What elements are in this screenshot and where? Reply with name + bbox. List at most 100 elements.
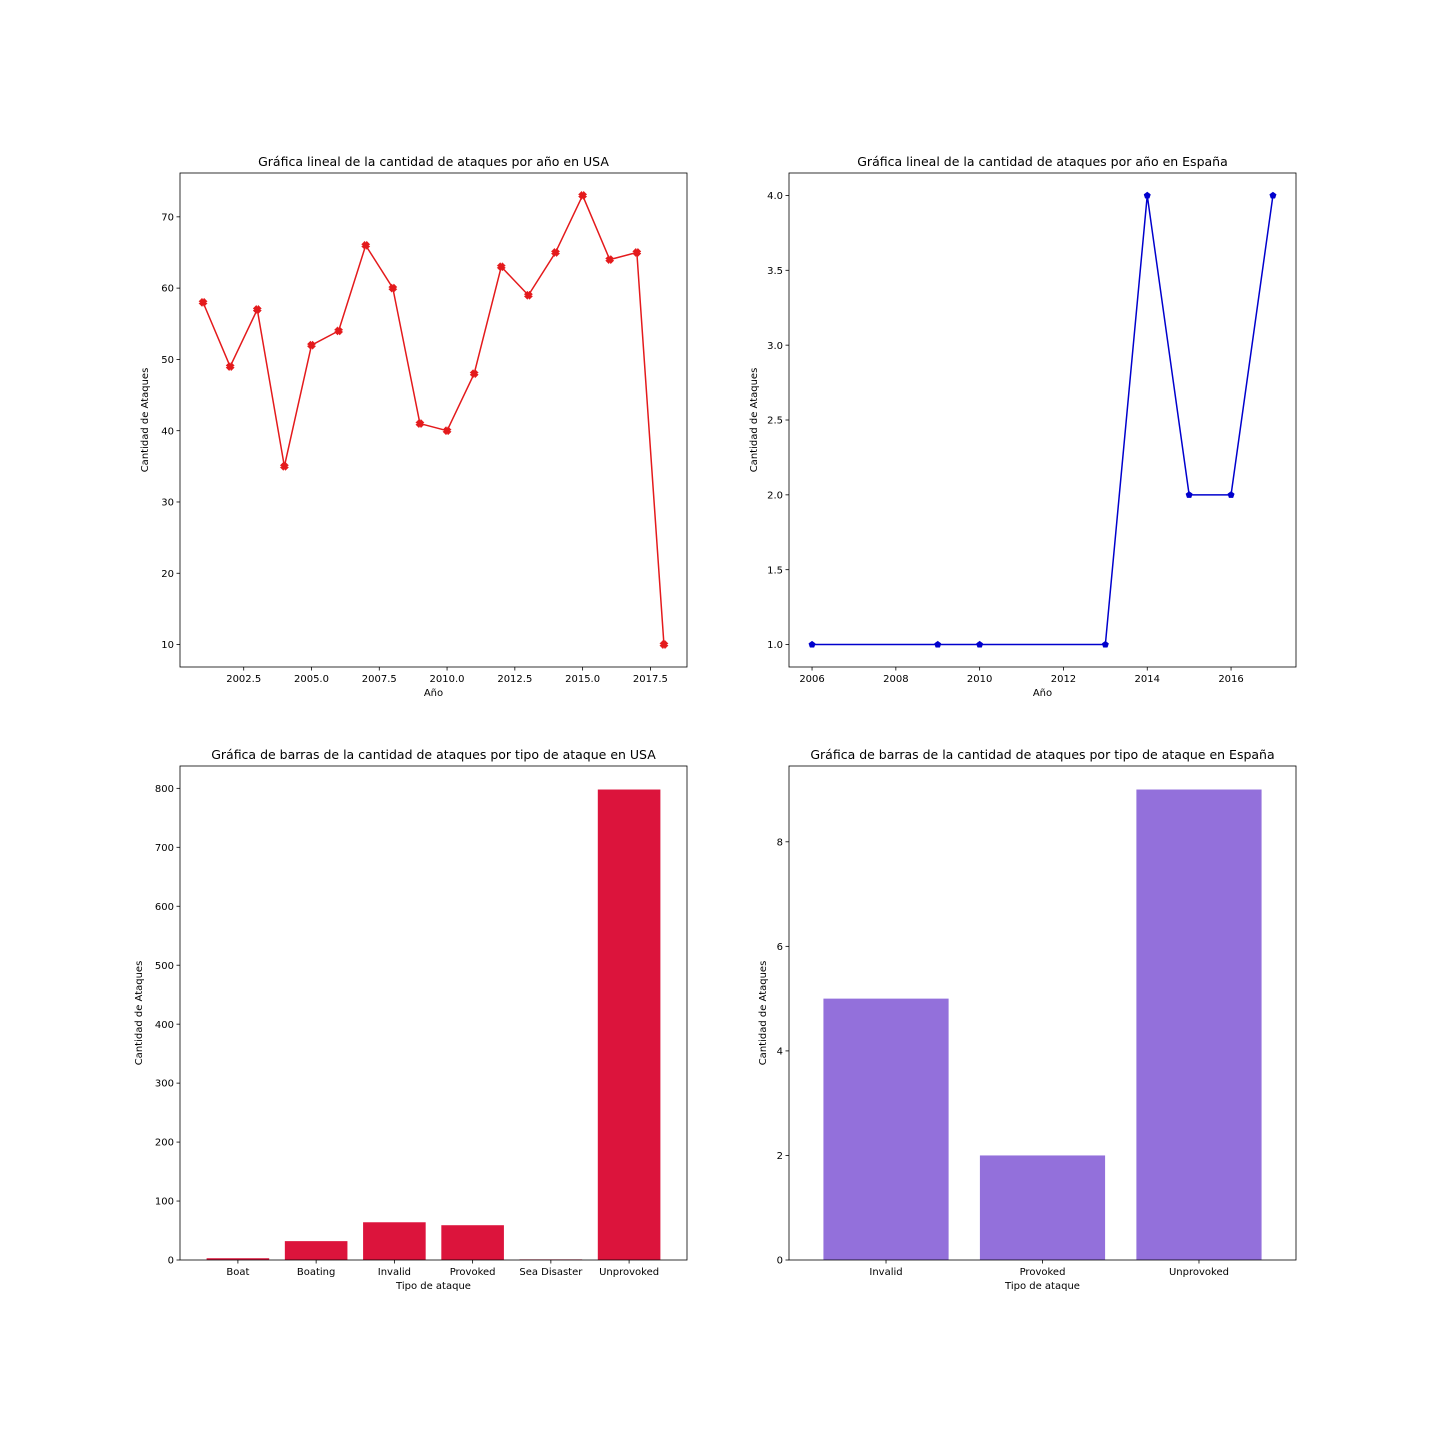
data-point — [1143, 191, 1151, 199]
x-tick-label: Invalid — [378, 1267, 411, 1278]
y-tick-label: 200 — [155, 1138, 174, 1149]
data-point — [279, 461, 289, 471]
data-point — [605, 255, 615, 265]
y-tick-label: 4 — [777, 1046, 783, 1057]
data-point — [1227, 491, 1235, 498]
x-axis-label: Tipo de ataque — [1004, 1281, 1080, 1292]
data-point — [808, 640, 816, 648]
y-tick-label: 700 — [155, 843, 174, 854]
data-point — [1185, 491, 1193, 498]
x-tick-label: 2015.0 — [565, 674, 600, 685]
y-axis-label: Cantidad de Ataques — [134, 961, 145, 1066]
data-point — [550, 247, 561, 258]
chart-panel-3: Gráfica de barras de la cantidad de ataq… — [134, 747, 688, 1292]
plot-frame — [788, 765, 1297, 1261]
x-tick-label: 2007.5 — [362, 674, 397, 685]
data-point — [523, 290, 533, 300]
y-tick-label: 2.0 — [767, 490, 783, 501]
x-axis-label: Año — [424, 688, 443, 699]
x-tick-label: Boating — [297, 1267, 336, 1278]
series-line — [202, 194, 665, 645]
bar — [597, 789, 661, 1260]
data-point — [225, 362, 235, 372]
plot-frame — [179, 765, 688, 1261]
x-tick-label: 2012.5 — [497, 674, 532, 685]
y-tick-label: 4.0 — [767, 191, 783, 202]
chart-title: Gráfica de barras de la cantidad de ataq… — [211, 747, 656, 762]
data-point — [334, 326, 344, 336]
y-tick-label: 0 — [168, 1256, 174, 1267]
data-point — [659, 640, 669, 650]
y-axis-label: Cantidad de Ataques — [758, 961, 769, 1066]
y-axis-label: Cantidad de Ataques — [749, 368, 760, 473]
x-tick-label: 2017.5 — [633, 674, 668, 685]
y-tick-label: 3.5 — [767, 266, 783, 277]
bar — [823, 998, 949, 1260]
x-tick-label: 2006 — [799, 674, 824, 685]
data-point — [306, 340, 317, 350]
plot-frame — [179, 172, 688, 668]
y-axis-label: Cantidad de Ataques — [140, 368, 151, 473]
x-tick-label: 2016 — [1218, 674, 1243, 685]
x-tick-label: 2012 — [1051, 674, 1076, 685]
y-tick-label: 1.5 — [767, 565, 783, 576]
y-tick-label: 100 — [155, 1197, 174, 1208]
x-axis-label: Año — [1033, 688, 1052, 699]
y-tick-label: 300 — [155, 1079, 174, 1090]
data-point — [1269, 191, 1277, 199]
y-tick-label: 8 — [777, 837, 783, 848]
data-point — [415, 419, 425, 429]
bar — [206, 1258, 270, 1260]
x-tick-label: Provoked — [1020, 1267, 1066, 1278]
y-tick-label: 400 — [155, 1020, 174, 1031]
y-tick-label: 50 — [161, 355, 174, 366]
data-point — [442, 426, 452, 436]
chart-title: Gráfica de barras de la cantidad de ataq… — [810, 747, 1274, 762]
y-tick-label: 800 — [155, 784, 174, 795]
chart-title: Gráfica lineal de la cantidad de ataques… — [857, 154, 1228, 169]
data-point — [1101, 640, 1109, 648]
y-tick-label: 30 — [161, 498, 174, 509]
data-point — [976, 640, 984, 648]
chart-panel-1: Gráfica lineal de la cantidad de ataques… — [140, 154, 688, 699]
series-line — [812, 194, 1274, 646]
bar — [979, 1155, 1106, 1260]
bar — [284, 1241, 348, 1260]
y-tick-label: 1.0 — [767, 640, 783, 651]
data-point — [632, 247, 642, 258]
x-tick-label: Provoked — [450, 1267, 496, 1278]
y-tick-label: 3.0 — [767, 341, 783, 352]
y-tick-label: 500 — [155, 961, 174, 972]
x-tick-label: Unprovoked — [1169, 1267, 1229, 1278]
x-axis-label: Tipo de ataque — [395, 1281, 471, 1292]
data-point — [198, 297, 208, 307]
y-tick-label: 60 — [161, 284, 174, 295]
data-point — [388, 283, 398, 293]
y-tick-label: 20 — [161, 569, 174, 580]
x-tick-label: Unprovoked — [599, 1267, 659, 1278]
data-point — [252, 304, 262, 315]
y-tick-label: 10 — [161, 640, 174, 651]
y-tick-label: 40 — [161, 426, 174, 437]
chart-panel-2: Gráfica lineal de la cantidad de ataques… — [749, 154, 1297, 699]
data-point — [578, 190, 588, 200]
x-tick-label: 2010.0 — [430, 674, 465, 685]
bar — [363, 1222, 426, 1260]
x-tick-label: 2014 — [1135, 674, 1160, 685]
x-tick-label: 2002.5 — [226, 674, 261, 685]
x-tick-label: Sea Disaster — [519, 1267, 583, 1278]
x-tick-label: Invalid — [869, 1267, 902, 1278]
x-tick-label: 2005.0 — [294, 674, 329, 685]
data-point — [469, 369, 479, 379]
bar — [441, 1225, 504, 1260]
x-tick-label: 2008 — [883, 674, 908, 685]
x-tick-label: Boat — [226, 1267, 249, 1278]
data-point — [934, 640, 942, 648]
data-point — [496, 262, 506, 272]
y-tick-label: 6 — [777, 942, 783, 953]
chart-panel-4: Gráfica de barras de la cantidad de ataq… — [758, 747, 1297, 1292]
plot-frame — [788, 172, 1297, 668]
y-tick-label: 70 — [161, 212, 174, 223]
y-tick-label: 2 — [777, 1151, 783, 1162]
